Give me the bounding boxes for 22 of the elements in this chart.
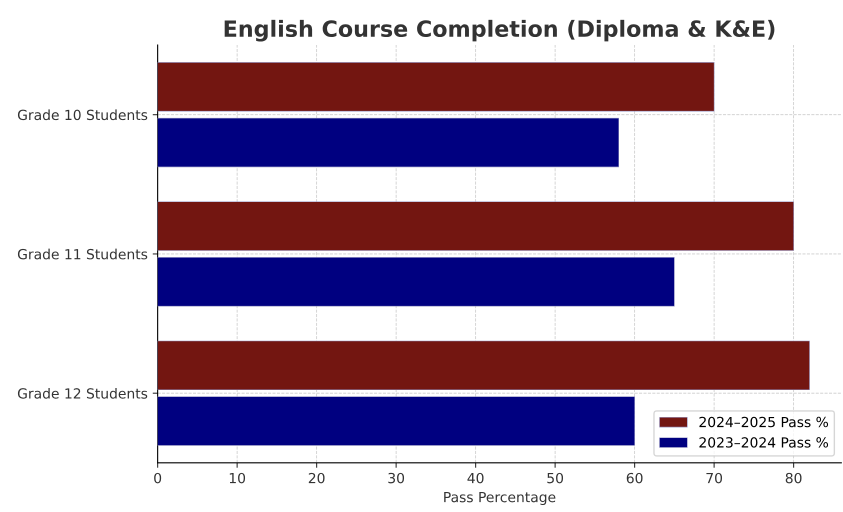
- legend-label: 2023–2024 Pass %: [699, 437, 828, 448]
- x-tick-label: 20: [308, 472, 325, 484]
- x-tick-label: 80: [786, 472, 802, 484]
- bar: [158, 257, 675, 306]
- bar: [158, 118, 620, 168]
- y-tick-label: Grade 11 Students: [18, 248, 148, 260]
- chart-title: English Course Completion (Diploma & K&E): [224, 20, 774, 42]
- x-tick-label: 50: [547, 472, 564, 484]
- x-tick-label: 60: [626, 472, 643, 484]
- x-tick-label: 70: [706, 472, 722, 484]
- legend-label: 2024–2025 Pass %: [699, 416, 828, 428]
- x-tick-label: 30: [388, 472, 404, 484]
- bar: [158, 62, 714, 112]
- bar: [158, 340, 810, 390]
- x-axis-title: Pass Percentage: [444, 492, 556, 506]
- y-tick-label: Grade 10 Students: [18, 109, 148, 120]
- bar: [158, 201, 794, 251]
- x-tick-label: 10: [230, 472, 246, 484]
- bar: [158, 396, 635, 446]
- y-tick-label: Grade 12 Students: [18, 388, 148, 399]
- x-tick-label: 0: [154, 472, 162, 484]
- x-tick-label: 40: [467, 472, 484, 484]
